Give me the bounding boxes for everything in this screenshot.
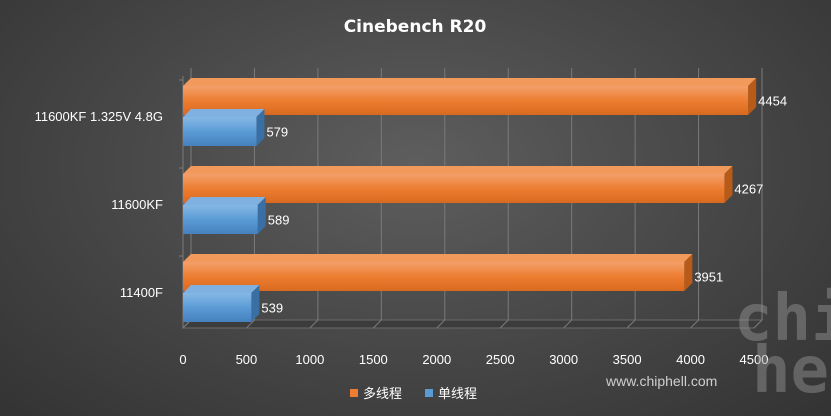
- bar-single-2: [183, 285, 260, 322]
- category-label: 11600KF 1.325V 4.8G: [35, 109, 163, 124]
- legend: 多线程 单线程: [350, 386, 477, 402]
- gridline-floor: [309, 319, 319, 329]
- watermark-url: www.chiphell.com: [605, 373, 717, 389]
- data-label-multi: 4267: [734, 182, 763, 197]
- gridline-floor: [563, 319, 573, 329]
- bar-single-front: [183, 205, 258, 234]
- bar-single-front: [183, 293, 252, 322]
- x-tick-label: 3000: [549, 352, 578, 367]
- data-label-single: 579: [266, 125, 288, 140]
- legend-swatch-single: [425, 389, 433, 397]
- legend-swatch-multi: [350, 389, 358, 397]
- gridline-floor: [753, 319, 763, 329]
- data-label-multi: 4454: [758, 94, 787, 109]
- bar-multi-2: [183, 254, 693, 291]
- bar-layer: [183, 78, 757, 322]
- bar-single-top: [183, 109, 265, 117]
- gridline-floor: [246, 319, 255, 329]
- bar-multi-top: [183, 254, 693, 262]
- x-tick-label: 2500: [486, 352, 515, 367]
- gridline-floor: [436, 319, 446, 329]
- category-label: 11600KF: [111, 197, 163, 212]
- bar-single-side: [257, 197, 266, 234]
- legend-label-multi: 多线程: [363, 386, 402, 402]
- legend-label-single: 单线程: [438, 387, 477, 402]
- bar-multi-0: [183, 78, 757, 115]
- gridline-floor: [372, 319, 382, 329]
- data-label-single: 589: [268, 213, 290, 228]
- x-tick-label: 3500: [613, 352, 642, 367]
- x-tick-label: 1500: [359, 352, 388, 367]
- bar-multi-side: [748, 78, 757, 115]
- x-tick-label: 2000: [422, 352, 451, 367]
- data-label-multi: 3951: [694, 270, 723, 285]
- gridline-floor: [499, 319, 509, 329]
- gridline-floor: [690, 319, 699, 329]
- bar-multi-top: [183, 166, 733, 174]
- x-tick-label: 1000: [295, 352, 324, 367]
- bar-single-side: [256, 109, 265, 146]
- chart-floor: [181, 319, 764, 329]
- bar-single-0: [183, 109, 265, 146]
- x-tick-label: 0: [179, 352, 186, 367]
- bar-multi-front: [183, 174, 725, 203]
- x-tick-label: 4000: [676, 352, 705, 367]
- bar-multi-top: [183, 78, 757, 86]
- bar-multi-1: [183, 166, 733, 203]
- category-label: 11400F: [120, 285, 163, 300]
- bar-multi-side: [724, 166, 733, 203]
- chart-title: Cinebench R20: [344, 17, 487, 37]
- bar-single-front: [183, 117, 257, 146]
- watermark-logo-hell: hell: [752, 334, 831, 408]
- bar-single-1: [183, 197, 266, 234]
- bar-single-top: [183, 285, 260, 293]
- label-layer: 0 500 1000 1500 2000 2500 3000 3500 4000 4500 4454…: [35, 94, 788, 368]
- data-label-single: 539: [261, 301, 283, 316]
- bar-single-top: [183, 197, 266, 205]
- x-tick-label: 500: [236, 352, 258, 367]
- bar-single-side: [251, 285, 260, 322]
- x-tick-label: 4500: [740, 352, 769, 367]
- watermark: chip hell www.chiphell.com: [605, 282, 831, 408]
- bar-multi-side: [684, 254, 693, 291]
- watermark-logo-chip: chip: [734, 282, 831, 356]
- gridline-floor: [626, 319, 636, 329]
- bar-multi-front: [183, 86, 749, 115]
- bar-multi-front: [183, 262, 685, 291]
